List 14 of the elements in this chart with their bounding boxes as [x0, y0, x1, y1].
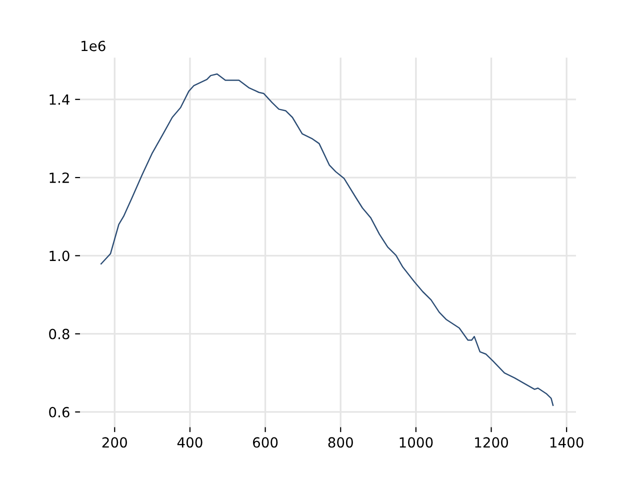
x-tick-label: 200	[102, 437, 127, 448]
x-tick-label: 600	[253, 437, 278, 448]
x-tick-label: 800	[328, 437, 353, 448]
x-tick-label: 1000	[400, 437, 433, 448]
y-tick-label: 1.2	[50, 172, 69, 183]
x-tick-label: 400	[177, 437, 202, 448]
x-tick-label: 1400	[550, 437, 584, 448]
y-tick-label: 1.4	[50, 94, 70, 105]
text: 1e6	[82, 40, 106, 52]
y-tick-label: 1.0	[50, 250, 70, 262]
line-series	[100, 73, 554, 406]
y-tick-label: 0.6	[49, 406, 70, 418]
x-tick-label: 1200	[475, 437, 508, 448]
y-tick-label: 0.8	[49, 328, 70, 340]
